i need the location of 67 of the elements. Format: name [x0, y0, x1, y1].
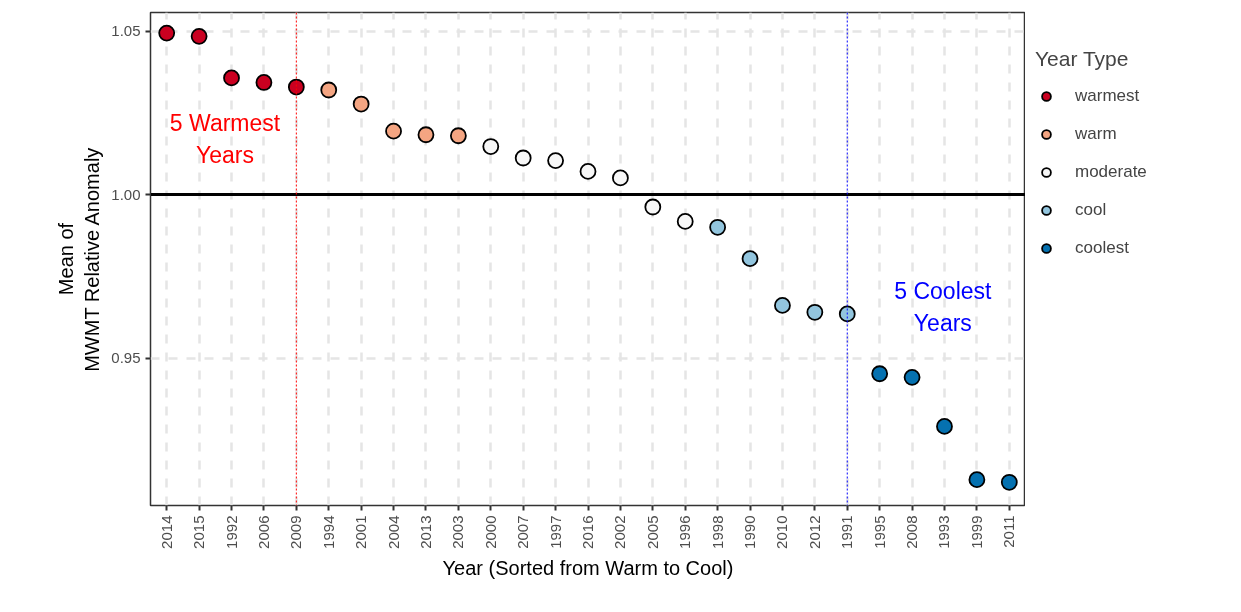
x-tick-label: 1993 [935, 515, 953, 549]
point [968, 471, 986, 489]
point [514, 149, 532, 167]
x-tick-label: 2000 [481, 515, 499, 549]
x-tick-label: 2015 [190, 515, 208, 549]
point [385, 122, 402, 140]
y-tick-label: 0.95 [111, 349, 141, 367]
point [806, 303, 824, 321]
legend-label: moderate [1075, 162, 1147, 182]
x-tick-label: 1997 [546, 515, 564, 549]
point [644, 198, 662, 216]
x-axis-title: Year (Sorted from Warm to Cool) [442, 556, 734, 579]
point [936, 418, 953, 435]
point [449, 127, 467, 145]
point [482, 138, 500, 155]
point [320, 81, 338, 99]
point [741, 250, 759, 268]
x-tick-label: 2001 [352, 515, 370, 549]
point [255, 74, 273, 91]
x-tick-label: 2016 [579, 515, 596, 549]
x-tick-label: 2005 [643, 515, 661, 549]
x-tick-label: 2012 [805, 515, 823, 549]
point [190, 27, 208, 45]
point [352, 95, 370, 113]
x-tick-label: 2008 [903, 515, 921, 549]
point [223, 69, 240, 87]
x-tick-label: 2010 [773, 515, 791, 549]
point [903, 368, 921, 386]
ref-line-label: 5 Coolest Years [894, 277, 993, 337]
point [676, 213, 694, 230]
legend-label: warm [1075, 124, 1117, 144]
x-tick-label: 2011 [1000, 515, 1018, 548]
x-tick-label: 1991 [838, 515, 856, 549]
x-tick-label: 2009 [287, 515, 305, 549]
point [158, 24, 176, 42]
point [579, 163, 597, 180]
x-tick-label: 1998 [708, 515, 726, 549]
x-tick-label: 2004 [384, 515, 402, 549]
x-tick-label: 2003 [449, 515, 467, 549]
x-tick-label: 1992 [222, 515, 240, 549]
legend-title: Year Type [1035, 47, 1130, 71]
x-tick-label: 1996 [676, 515, 694, 549]
point [547, 152, 564, 169]
point [838, 305, 856, 323]
y-axis-title: Mean of MWMT Relative Anomaly [54, 147, 104, 372]
legend-label: coolest [1075, 238, 1129, 258]
x-tick-label: 1995 [870, 515, 888, 549]
point [871, 365, 889, 383]
point [709, 218, 727, 236]
x-tick-label: 2013 [416, 515, 434, 549]
y-tick-label: 1.05 [111, 22, 141, 40]
x-tick-label: 2002 [611, 515, 629, 549]
y-tick-label: 1.00 [111, 185, 141, 203]
point [287, 78, 305, 96]
x-tick-label: 1999 [967, 515, 985, 549]
legend-label: warmest [1075, 86, 1140, 106]
x-tick-label: 2007 [514, 515, 532, 549]
x-tick-label: 1994 [319, 515, 337, 549]
x-tick-label: 2006 [254, 515, 272, 549]
legend-label: cool [1075, 200, 1107, 220]
point [417, 126, 435, 144]
point [1000, 473, 1018, 491]
x-tick-label: 1990 [741, 515, 759, 549]
point [612, 169, 629, 187]
x-tick-label: 2014 [157, 515, 175, 549]
ref-line-label: 5 Warmest Years [169, 109, 281, 169]
point [774, 297, 791, 314]
